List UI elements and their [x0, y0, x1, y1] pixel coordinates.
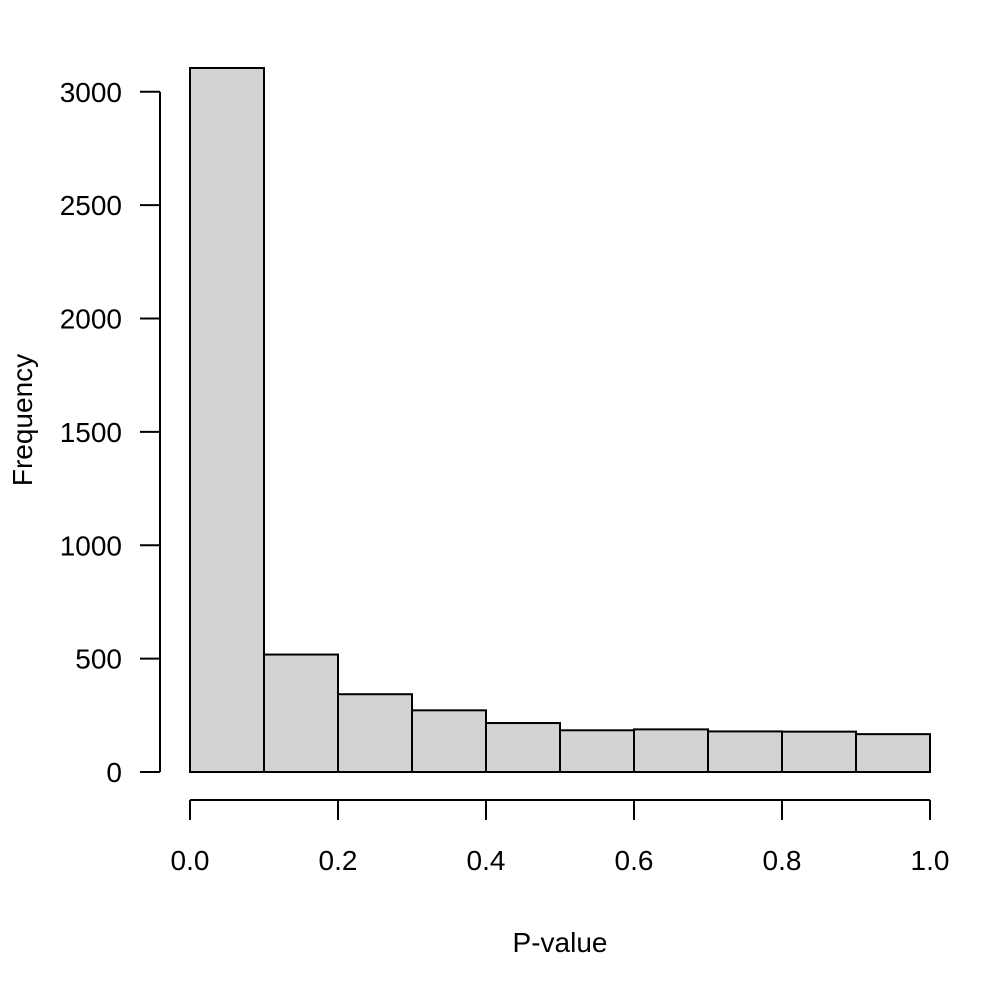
y-tick-label: 0	[106, 757, 122, 788]
y-tick-label: 500	[75, 644, 122, 675]
x-tick-label: 0.4	[467, 845, 506, 876]
histogram-bar	[559, 729, 635, 774]
x-axis-title: P-value	[513, 927, 608, 958]
y-tick-label: 1500	[60, 417, 122, 448]
histogram-bar	[707, 730, 783, 774]
histogram-bar	[263, 653, 339, 773]
x-tick-label: 0.2	[319, 845, 358, 876]
histogram-bar	[855, 733, 931, 774]
y-tick-label: 1000	[60, 530, 122, 561]
y-tick-label: 3000	[60, 77, 122, 108]
histogram-bar	[337, 693, 413, 774]
x-axis: 0.0 0.2 0.4 0.6 0.8 1.0	[171, 799, 950, 876]
histogram-bar	[633, 728, 709, 774]
y-tick-label: 2000	[60, 304, 122, 335]
x-tick-label: 1.0	[911, 845, 950, 876]
y-axis-title: Frequency	[7, 354, 38, 486]
histogram-bars	[189, 67, 931, 774]
histogram-bar	[485, 722, 561, 773]
y-axis: 0 500 1000 1500 2000 2500 3000	[60, 77, 161, 788]
x-tick-label: 0.8	[763, 845, 802, 876]
histogram-bar	[781, 730, 857, 773]
y-tick-label: 2500	[60, 190, 122, 221]
x-tick-label: 0.6	[615, 845, 654, 876]
x-tick-label: 0.0	[171, 845, 210, 876]
histogram-bar	[189, 67, 265, 773]
histogram-bar	[411, 709, 487, 774]
